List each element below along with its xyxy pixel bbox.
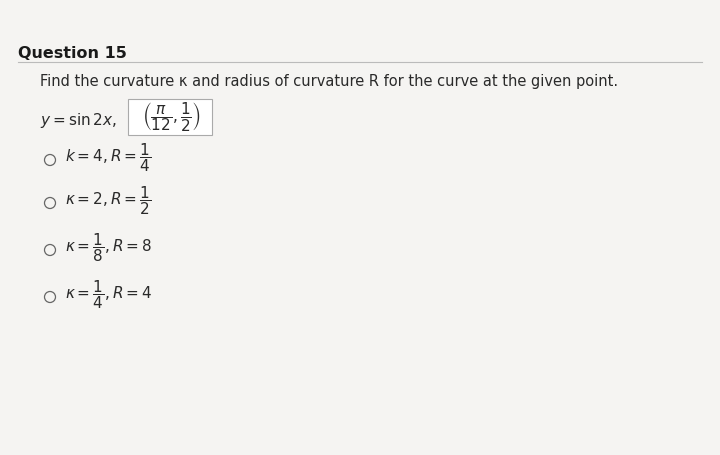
Text: $\kappa = \dfrac{1}{4}, R = 4$: $\kappa = \dfrac{1}{4}, R = 4$: [65, 278, 152, 311]
Text: $\kappa = 2, R = \dfrac{1}{2}$: $\kappa = 2, R = \dfrac{1}{2}$: [65, 184, 151, 217]
Text: $y = \sin 2x,$: $y = \sin 2x,$: [40, 111, 117, 130]
Text: Find the curvature κ and radius of curvature R for the curve at the given point.: Find the curvature κ and radius of curva…: [40, 74, 618, 89]
Text: Question 15: Question 15: [18, 46, 127, 61]
FancyBboxPatch shape: [128, 100, 212, 136]
Text: $\kappa = \dfrac{1}{8}, R = 8$: $\kappa = \dfrac{1}{8}, R = 8$: [65, 231, 152, 264]
Text: $k = 4, R = \dfrac{1}{4}$: $k = 4, R = \dfrac{1}{4}$: [65, 142, 151, 174]
Text: $\left(\dfrac{\pi}{12}, \dfrac{1}{2}\right)$: $\left(\dfrac{\pi}{12}, \dfrac{1}{2}\rig…: [142, 99, 200, 132]
